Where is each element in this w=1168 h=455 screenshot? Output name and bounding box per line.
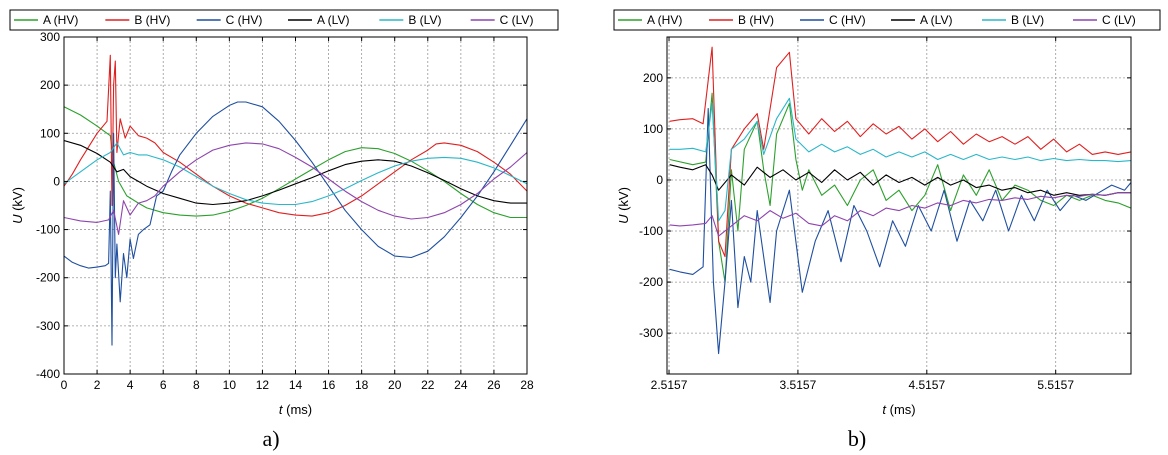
chart-2: 2.5157 3.5157 4.5157 5.5157 -300 -200 -100 0 100… bbox=[613, 9, 1161, 451]
ticks: 2.5157 3.5157 4.5157 5.5157 -300 -200 -100 0 100… bbox=[639, 37, 1131, 392]
legend-item: A (LV) bbox=[891, 13, 952, 27]
legend-item: A (HV) bbox=[14, 13, 78, 27]
series-line-a-lv bbox=[669, 164, 1131, 196]
x-tick-label: 10 bbox=[223, 378, 237, 392]
x-tick-label: 28 bbox=[520, 378, 534, 392]
x-tick-label: 8 bbox=[193, 378, 200, 392]
series-line-c-lv bbox=[64, 142, 527, 235]
series-line-a-lv bbox=[64, 139, 527, 206]
series-line-b-lv bbox=[64, 142, 527, 206]
x-tick-label: 2 bbox=[94, 378, 101, 392]
legend-item: A (LV) bbox=[288, 13, 349, 27]
x-tick-label: 6 bbox=[160, 378, 167, 392]
ticks: 0 2 4 6 8 10 12 14 16 18 20 22 24 26 28-400-300-200-10… bbox=[36, 30, 534, 392]
series-line-c-hv bbox=[64, 101, 527, 346]
legend-label: C (LV) bbox=[500, 13, 534, 27]
y-axis-label-symbol: U bbox=[616, 214, 631, 224]
x-tick-label: 14 bbox=[289, 378, 303, 392]
y-tick-label: 300 bbox=[40, 30, 60, 44]
series-group bbox=[669, 46, 1131, 355]
legend-box bbox=[613, 9, 1161, 31]
x-axis-label: t (ms) bbox=[882, 402, 915, 417]
y-axis-label: U (kV) bbox=[616, 187, 631, 224]
x-tick-label: 20 bbox=[388, 378, 402, 392]
y-tick-label: -300 bbox=[639, 326, 663, 340]
x-axis-label-symbol: t bbox=[279, 402, 284, 417]
y-tick-label: 200 bbox=[643, 71, 663, 85]
y-tick-label: -300 bbox=[36, 319, 60, 333]
x-tick-label: 18 bbox=[355, 378, 369, 392]
x-tick-label: 12 bbox=[256, 378, 270, 392]
x-axis-label-unit: (ms) bbox=[283, 402, 313, 417]
legend-label: C (LV) bbox=[1102, 13, 1136, 27]
legend-label: B (HV) bbox=[738, 13, 774, 27]
y-tick-label: -200 bbox=[639, 275, 663, 289]
y-tick-label: -200 bbox=[36, 271, 60, 285]
y-tick-label: 0 bbox=[53, 174, 60, 188]
legend-item: C (HV) bbox=[800, 13, 866, 27]
legend-item: A (HV) bbox=[618, 13, 682, 27]
x-tick-label: 22 bbox=[421, 378, 435, 392]
series-group bbox=[64, 54, 527, 346]
y-tick-label: 200 bbox=[40, 78, 60, 92]
x-tick-label: 4.5157 bbox=[908, 378, 945, 392]
legend-item: B (HV) bbox=[105, 13, 170, 27]
y-axis-label-unit: (kV) bbox=[10, 187, 25, 214]
panel-label: b) bbox=[848, 426, 866, 451]
y-tick-label: -100 bbox=[639, 224, 663, 238]
legend-label: A (HV) bbox=[43, 13, 78, 27]
legend: A (HV) B (HV) C (HV) A (LV) B (LV) C (LV) bbox=[9, 9, 559, 31]
axes-frame bbox=[666, 36, 1132, 375]
legend-item: B (LV) bbox=[982, 13, 1044, 27]
legend-item: C (LV) bbox=[1073, 13, 1136, 27]
x-axis-label: t (ms) bbox=[279, 402, 312, 417]
x-tick-label: 4 bbox=[127, 378, 134, 392]
legend-box bbox=[9, 9, 559, 31]
x-tick-label: 26 bbox=[487, 378, 501, 392]
legend-label: B (HV) bbox=[134, 13, 170, 27]
y-tick-label: 0 bbox=[656, 173, 663, 187]
legend-label: A (LV) bbox=[920, 13, 952, 27]
y-axis-label-unit: (kV) bbox=[616, 187, 631, 214]
y-tick-label: -100 bbox=[36, 223, 60, 237]
x-axis-label-symbol: t bbox=[882, 402, 887, 417]
x-tick-label: 24 bbox=[454, 378, 468, 392]
legend-label: C (HV) bbox=[226, 13, 263, 27]
legend-item: C (HV) bbox=[196, 13, 263, 27]
legend-item: C (LV) bbox=[470, 13, 534, 27]
x-axis-label-unit: (ms) bbox=[886, 402, 916, 417]
x-tick-label: 16 bbox=[322, 378, 336, 392]
series-line-b-hv bbox=[669, 46, 1131, 258]
legend-label: B (LV) bbox=[1011, 13, 1044, 27]
legend-item: B (HV) bbox=[709, 13, 774, 27]
x-tick-label: 3.5157 bbox=[780, 378, 817, 392]
grid bbox=[667, 37, 1131, 374]
x-tick-label: 0 bbox=[61, 378, 68, 392]
y-axis-label-symbol: U bbox=[10, 214, 25, 224]
legend-label: A (HV) bbox=[647, 13, 682, 27]
y-tick-label: 100 bbox=[40, 126, 60, 140]
legend: A (HV) B (HV) C (HV) A (LV) B (LV) C (LV) bbox=[613, 9, 1161, 31]
plot-area bbox=[667, 37, 1131, 374]
x-tick-label: 5.5157 bbox=[1037, 378, 1074, 392]
legend-label: A (LV) bbox=[317, 13, 349, 27]
series-line-b-hv bbox=[64, 54, 527, 217]
legend-label: B (LV) bbox=[408, 13, 441, 27]
chart-1: 0 2 4 6 8 10 12 14 16 18 20 22 24 26 28-400-300-200-10… bbox=[9, 9, 559, 451]
x-tick-label: 2.5157 bbox=[651, 378, 688, 392]
legend-label: C (HV) bbox=[829, 13, 866, 27]
series-line-c-lv bbox=[669, 192, 1131, 237]
series-line-c-hv bbox=[669, 107, 1131, 355]
y-tick-label: -400 bbox=[36, 367, 60, 381]
legend-item: B (LV) bbox=[379, 13, 441, 27]
panel-label: a) bbox=[262, 426, 279, 451]
y-axis-label: U (kV) bbox=[10, 187, 25, 224]
series-line-b-lv bbox=[669, 97, 1131, 222]
y-tick-label: 100 bbox=[643, 122, 663, 136]
